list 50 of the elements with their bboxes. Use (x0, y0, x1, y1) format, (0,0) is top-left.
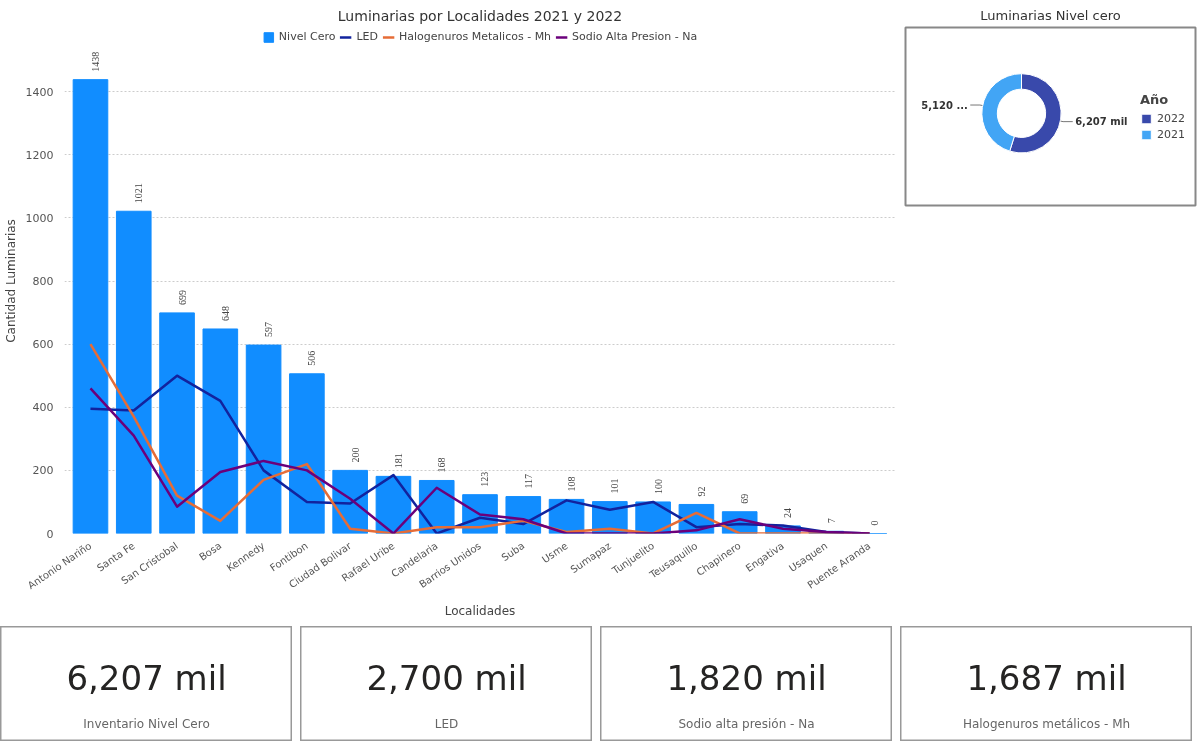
data-label: 100 (652, 478, 664, 494)
x-axis-title: Localidades (444, 603, 516, 618)
text: 2,700 mil (366, 658, 527, 699)
y-tick-label: 800 (32, 275, 54, 288)
y-tick-label: 0 (46, 527, 54, 541)
data-label: 7 (825, 518, 837, 524)
data-label: 168 (436, 457, 448, 473)
data-label: 24 (782, 507, 794, 518)
text: Inventario Nivel Cero (83, 717, 210, 732)
x-tick-label: Suba (499, 539, 527, 564)
data-label: 108 (566, 476, 578, 492)
x-tick-label: Bosa (197, 539, 224, 563)
chart-title: Luminarias por Localidades 2021 y 2022 (337, 7, 623, 24)
data-label: 123 (479, 471, 491, 487)
data-label: 1021 (133, 183, 145, 204)
text: Sodio alta presión - Na (678, 717, 815, 732)
legend-label: Sodio Alta Presion - Na (572, 30, 698, 43)
data-label: 5,120 ... (921, 99, 968, 111)
text: Halogenuros metálicos - Mh (962, 717, 1131, 732)
y-tick-label: 600 (32, 338, 54, 352)
text: 1,820 mil (666, 658, 827, 699)
y-tick-label: 1000 (25, 211, 54, 225)
y-tick-label: 400 (32, 401, 54, 415)
text: LED (434, 717, 459, 732)
legend-label: Nivel Cero (278, 30, 336, 43)
data-label: 200 (349, 447, 361, 463)
y-tick-label: 1400 (25, 85, 54, 99)
data-label: 648 (219, 305, 231, 321)
legend-label: 2021 (1157, 127, 1185, 141)
text: 1,687 mil (966, 658, 1127, 699)
data-label: 101 (609, 478, 621, 494)
data-label: 1438 (89, 51, 101, 72)
data-label: 6,207 mil (1075, 116, 1128, 128)
y-axis-title: Cantidad Luminarias (3, 219, 18, 343)
data-label: 699 (176, 289, 188, 305)
data-label: 117 (522, 473, 534, 489)
data-label: 69 (739, 493, 751, 504)
y-tick-label: 200 (32, 464, 54, 478)
legend-label: 2022 (1157, 111, 1185, 125)
text: 6,207 mil (66, 658, 227, 699)
data-label: 181 (392, 453, 404, 469)
legend-title: Año (1140, 91, 1170, 107)
legend-label: Halogenuros Metalicos - Mh (399, 30, 552, 43)
y-tick-label: 1200 (25, 148, 54, 162)
data-label: 92 (695, 486, 707, 497)
data-label: 506 (306, 350, 318, 366)
legend-label: LED (356, 30, 379, 43)
chart-title: Luminarias Nivel cero (980, 7, 1121, 23)
data-label: 597 (263, 322, 275, 338)
data-label: 0 (869, 520, 881, 526)
